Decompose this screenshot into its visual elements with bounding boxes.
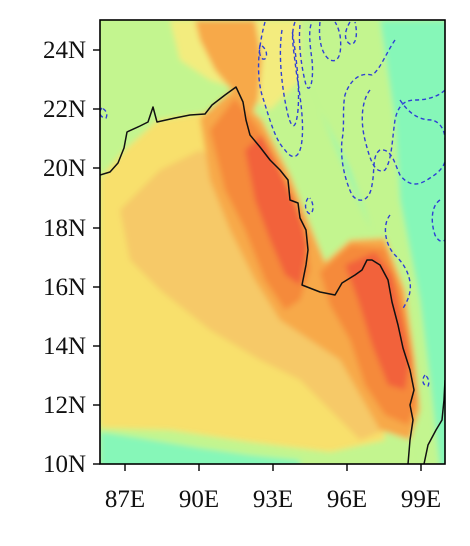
y-axis: 24N 22N 20N 18N 16N 14N 12N 10N [43, 37, 100, 478]
x-axis: 87E 90E 93E 96E 99E [105, 464, 441, 513]
x-tick-label: 90E [179, 486, 219, 513]
field-light-orange [120, 150, 385, 440]
coastline [100, 86, 445, 464]
contour-line [361, 89, 445, 172]
contour-line [384, 214, 412, 311]
y-tick-label: 10N [43, 451, 86, 478]
contour-line [298, 21, 314, 89]
contour-line [340, 39, 445, 201]
contour-line [318, 21, 342, 62]
contour-line [279, 29, 300, 127]
contour-line [422, 374, 430, 387]
y-tick-label: 12N [43, 392, 86, 419]
shaded-field [100, 20, 445, 464]
y-tick-label: 24N [43, 37, 86, 64]
y-tick-label: 14N [43, 333, 86, 360]
y-tick-label: 20N [43, 155, 86, 182]
field-aqua-sw [100, 432, 300, 464]
contour-line [258, 44, 268, 60]
contour-line [100, 107, 108, 119]
coastline-west [100, 86, 415, 464]
y-tick-label: 16N [43, 274, 86, 301]
y-tick-label: 22N [43, 96, 86, 123]
field-orange-north [195, 20, 262, 120]
x-tick-label: 96E [327, 486, 367, 513]
contour-line [344, 21, 358, 45]
contour-line [399, 99, 445, 141]
contour-line [304, 197, 314, 215]
x-tick-label: 93E [253, 486, 293, 513]
field-green-strip-east [300, 20, 440, 464]
coastline-east [423, 379, 445, 464]
map-plot-area [100, 20, 445, 464]
field-red-core-south [345, 252, 410, 390]
dashed-contours [100, 21, 445, 387]
y-tick-label: 18N [43, 215, 86, 242]
x-tick-label: 87E [105, 486, 145, 513]
field-red-core-north [245, 135, 308, 285]
x-tick-label: 99E [401, 486, 441, 513]
contour-line [431, 199, 445, 242]
